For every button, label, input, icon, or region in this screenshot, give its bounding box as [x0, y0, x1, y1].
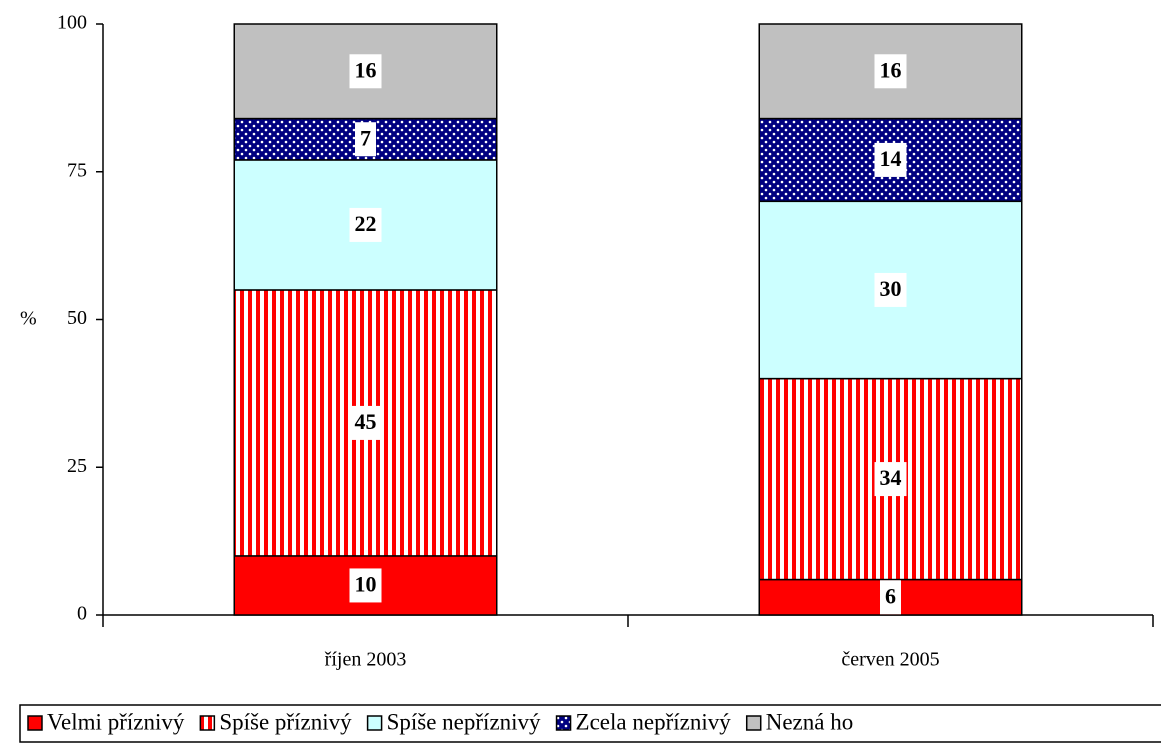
data-label: 10: [355, 571, 377, 596]
legend-label: Zcela nepříznivý: [576, 709, 732, 734]
data-label-bg: [349, 568, 382, 603]
data-label: 14: [880, 146, 902, 171]
data-label: 6: [885, 583, 896, 608]
data-label-bg: [874, 272, 907, 307]
legend-swatch: [366, 715, 383, 731]
data-label-bg: [874, 54, 907, 89]
legend-label: Spíše nepříznivý: [387, 709, 541, 734]
data-label-bg: [874, 142, 907, 177]
data-label-bg: [874, 462, 907, 497]
legend: Velmi příznivý Spíše příznivý Spíše nepříz…: [27, 709, 854, 734]
x-tick-label: červen 2005: [841, 649, 939, 671]
y-tick-label: 75: [67, 159, 87, 181]
legend-label: Velmi příznivý: [47, 709, 185, 734]
y-axis-label: %: [20, 308, 37, 330]
y-tick-label: 100: [57, 12, 87, 34]
legend-swatch: [745, 715, 762, 731]
data-label: 45: [355, 409, 377, 434]
x-tick-label: říjen 2003: [325, 649, 407, 671]
data-label: 16: [355, 57, 377, 82]
y-tick-label: 25: [67, 455, 87, 477]
data-label-bg: [349, 207, 382, 242]
legend-label: Nezná ho: [766, 709, 854, 734]
legend-label: Spíše příznivý: [219, 709, 352, 734]
data-label: 22: [355, 211, 377, 236]
data-label-bg: [349, 54, 382, 89]
y-tick-label: 50: [67, 307, 87, 329]
legend-swatch: [199, 715, 216, 731]
legend-swatch: [555, 715, 572, 731]
legend-swatch: [27, 715, 43, 731]
data-label-bg: [880, 580, 901, 615]
data-label-bg: [355, 122, 376, 157]
data-label: 34: [880, 465, 902, 490]
plot-area: 0 25 50 75 100 říjen 2003 10 45 22 7 16 červen 2005…: [57, 12, 1154, 671]
data-label: 30: [880, 276, 902, 301]
data-label: 16: [880, 57, 902, 82]
data-label-bg: [349, 405, 382, 440]
y-tick-label: 0: [77, 603, 87, 625]
data-label: 7: [360, 125, 371, 150]
